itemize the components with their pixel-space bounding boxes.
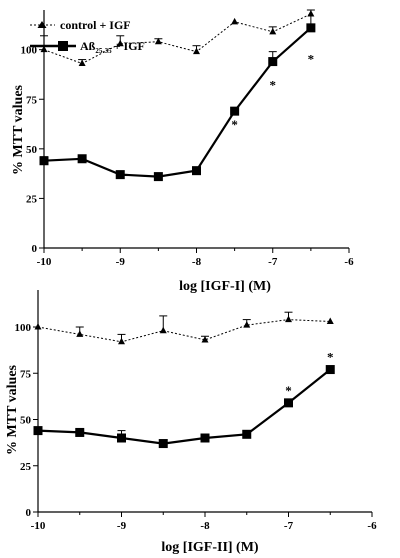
data-point-abeta xyxy=(77,154,87,164)
data-point-control xyxy=(193,47,200,55)
y-tick-label: 25 xyxy=(26,193,38,205)
data-point-abeta xyxy=(115,170,125,180)
y-tick-label: 100 xyxy=(21,45,38,57)
legend: control + IGF Aß25-35 + IGF xyxy=(30,18,145,55)
significance-star: * xyxy=(308,52,315,67)
legend-abeta-suffix: + IGF xyxy=(114,39,145,53)
y-tick-label: 50 xyxy=(20,415,32,427)
y-tick-label: 25 xyxy=(20,461,32,473)
y-tick-label: 75 xyxy=(20,368,32,380)
x-tick-label: -7 xyxy=(284,520,294,532)
data-point-control xyxy=(118,337,125,345)
legend-control-triangle xyxy=(37,21,47,28)
data-point-abeta xyxy=(200,433,210,443)
legend-abeta-label: Aß25-35 + IGF xyxy=(80,39,145,55)
x-tick-label: -6 xyxy=(344,256,354,268)
data-point-control xyxy=(78,59,86,67)
legend-abeta-subscript: 25-35 xyxy=(95,47,112,55)
x-tick-label: -8 xyxy=(192,256,202,268)
data-point-abeta xyxy=(325,365,335,375)
data-point-control xyxy=(116,39,124,47)
series-line-control xyxy=(37,319,331,343)
legend-abeta-square xyxy=(58,41,68,51)
y-axis-label: % MTT values xyxy=(11,84,26,175)
x-tick-label: -6 xyxy=(367,520,377,532)
data-point-abeta xyxy=(242,429,252,439)
x-axis-label: log [IGF-I] (M) xyxy=(179,279,271,294)
data-point-control xyxy=(76,330,84,337)
data-point-control xyxy=(201,335,209,343)
chart-igf-i: -10 -9 -8 -7 -6 0 25 50 75 100 * * * log [IGF-I] (M)… xyxy=(11,9,354,294)
series-line-control xyxy=(43,13,312,65)
data-point-abeta xyxy=(230,106,240,116)
data-point-abeta xyxy=(306,23,316,33)
x-tick-label: -8 xyxy=(200,520,210,532)
data-point-control xyxy=(269,27,277,35)
legend-control-label: control + IGF xyxy=(60,18,131,32)
data-point-abeta xyxy=(192,166,201,176)
x-tick-label: -10 xyxy=(31,520,46,532)
data-point-abeta xyxy=(153,172,163,182)
x-tick-label: -7 xyxy=(268,256,278,268)
y-axis-label: % MTT values xyxy=(5,364,20,455)
data-point-control xyxy=(40,45,48,53)
data-point-abeta xyxy=(268,57,278,67)
data-point-control xyxy=(243,321,251,328)
legend-abeta-prefix: Aß xyxy=(80,39,96,53)
data-point-abeta xyxy=(117,433,126,443)
x-axis-label: log [IGF-II] (M) xyxy=(161,540,259,555)
data-point-abeta xyxy=(75,427,85,437)
significance-star: * xyxy=(285,383,292,398)
data-point-abeta xyxy=(284,398,293,408)
plot-area-igf-i: -10 -9 -8 -7 -6 0 25 50 75 100 * * * xyxy=(21,9,354,268)
data-point-control xyxy=(285,315,292,323)
significance-star: * xyxy=(327,350,334,365)
x-tick-label: -10 xyxy=(37,256,52,268)
data-point-control xyxy=(231,17,239,25)
series-line-abeta xyxy=(43,26,312,178)
data-point-control xyxy=(34,323,42,330)
x-tick-label: -9 xyxy=(117,520,127,532)
plot-area-igf-ii: -10 -9 -8 -7 -6 0 25 50 75 100 * * xyxy=(15,290,377,532)
significance-star: * xyxy=(270,77,277,92)
chart-igf-ii: -10 -9 -8 -7 -6 0 25 50 75 100 * * log [IGF-II] (M)… xyxy=(5,290,377,555)
x-tick-label: -9 xyxy=(116,256,126,268)
significance-star: * xyxy=(231,117,238,132)
y-tick-label: 50 xyxy=(26,144,38,156)
y-tick-label: 100 xyxy=(15,322,32,334)
y-tick-label: 75 xyxy=(26,94,38,106)
data-point-control xyxy=(154,37,162,45)
series-line-abeta xyxy=(37,368,331,445)
data-point-control xyxy=(159,326,167,334)
y-tick-label: 0 xyxy=(32,243,38,255)
y-tick-label: 0 xyxy=(26,507,32,519)
data-point-abeta xyxy=(158,439,168,449)
data-point-abeta xyxy=(39,156,49,166)
data-point-control xyxy=(326,317,334,324)
data-point-abeta xyxy=(33,426,43,436)
